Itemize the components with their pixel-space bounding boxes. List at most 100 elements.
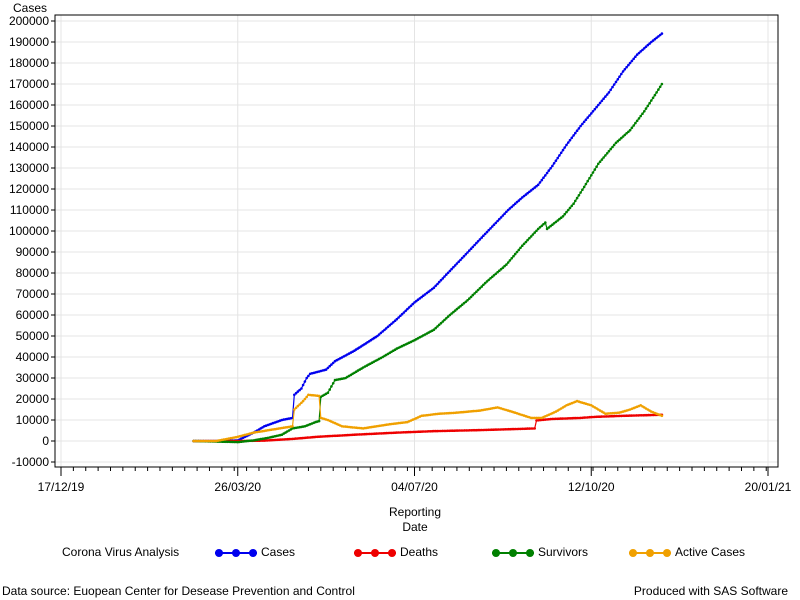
legend-label-deaths: Deaths bbox=[400, 545, 439, 559]
point-cases bbox=[381, 330, 385, 333]
point-active-cases bbox=[533, 416, 536, 420]
point-survivors bbox=[453, 309, 457, 312]
point-cases bbox=[432, 286, 436, 290]
point-survivors bbox=[614, 141, 618, 145]
point-cases bbox=[554, 159, 558, 162]
point-cases bbox=[466, 251, 469, 254]
legend-marker-cases bbox=[215, 548, 257, 558]
point-cases bbox=[526, 191, 529, 195]
point-survivors bbox=[434, 326, 438, 330]
point-survivors bbox=[593, 168, 597, 171]
point-cases bbox=[499, 216, 503, 219]
y-tick-label: 170000 bbox=[9, 77, 49, 91]
point-survivors bbox=[650, 99, 653, 102]
y-tick-label: 20000 bbox=[16, 392, 50, 406]
point-survivors bbox=[533, 231, 536, 234]
point-cases bbox=[476, 240, 480, 243]
point-survivors bbox=[630, 126, 634, 130]
point-cases bbox=[422, 294, 425, 298]
legend-label-survivors: Survivors bbox=[538, 545, 589, 559]
point-cases bbox=[489, 227, 492, 230]
point-cases bbox=[627, 63, 630, 67]
point-cases bbox=[483, 232, 487, 236]
point-survivors bbox=[501, 266, 505, 270]
point-survivors bbox=[436, 325, 439, 328]
point-survivors bbox=[651, 96, 655, 100]
legend-marker-active-cases bbox=[629, 548, 671, 558]
point-survivors bbox=[513, 252, 517, 256]
point-survivors bbox=[597, 162, 600, 166]
point-cases bbox=[620, 72, 623, 76]
point-survivors bbox=[519, 246, 522, 250]
point-cases bbox=[616, 78, 620, 81]
point-cases bbox=[590, 112, 593, 115]
point-survivors bbox=[529, 235, 533, 238]
point-survivors bbox=[605, 152, 609, 155]
point-cases bbox=[501, 214, 505, 217]
point-cases bbox=[630, 59, 634, 63]
point-survivors bbox=[492, 274, 496, 277]
point-cases bbox=[635, 53, 639, 56]
point-cases bbox=[558, 154, 561, 157]
point-cases bbox=[450, 267, 453, 271]
point-survivors bbox=[473, 292, 476, 295]
y-axis: -10000 0 10000 20000 30000 40000 50000 60000 700… bbox=[9, 14, 55, 469]
x-tick-label: 04/07/20 bbox=[391, 480, 438, 494]
point-cases bbox=[559, 151, 563, 155]
point-survivors bbox=[455, 307, 459, 311]
point-survivors bbox=[441, 320, 445, 323]
point-survivors bbox=[575, 196, 579, 200]
point-cases bbox=[577, 127, 581, 130]
point-cases bbox=[397, 316, 400, 319]
chart-series-group bbox=[192, 32, 664, 444]
point-cases bbox=[574, 131, 577, 135]
legend-label-active-cases: Active Cases bbox=[675, 545, 746, 559]
point-cases bbox=[446, 271, 450, 275]
point-survivors bbox=[535, 229, 538, 233]
point-active-cases bbox=[303, 397, 307, 401]
point-cases bbox=[473, 243, 476, 247]
point-cases bbox=[384, 327, 388, 330]
point-survivors bbox=[660, 82, 664, 86]
point-survivors bbox=[521, 244, 524, 247]
point-survivors bbox=[658, 85, 662, 89]
point-survivors bbox=[563, 212, 566, 216]
point-cases bbox=[584, 118, 588, 121]
point-survivors bbox=[531, 233, 535, 236]
point-cases bbox=[521, 196, 524, 199]
point-cases bbox=[293, 393, 296, 397]
point-cases bbox=[644, 45, 648, 48]
point-survivors bbox=[506, 261, 510, 264]
point-cases bbox=[513, 202, 517, 205]
point-survivors bbox=[549, 224, 552, 228]
point-survivors bbox=[469, 295, 473, 299]
point-deaths bbox=[526, 427, 529, 430]
point-survivors bbox=[618, 138, 621, 141]
software-credit-footnote: Produced with SAS Software bbox=[633, 584, 788, 598]
point-survivors bbox=[657, 88, 660, 91]
point-cases bbox=[498, 217, 501, 221]
y-tick-label: 70000 bbox=[16, 287, 50, 301]
point-cases bbox=[628, 61, 632, 65]
point-cases bbox=[423, 293, 427, 296]
y-tick-label: 120000 bbox=[9, 182, 49, 196]
point-survivors bbox=[526, 238, 529, 242]
point-survivors bbox=[510, 257, 513, 260]
point-survivors bbox=[505, 263, 508, 266]
point-active-cases bbox=[531, 416, 535, 420]
point-cases bbox=[441, 277, 445, 280]
y-tick-label: 190000 bbox=[9, 35, 49, 49]
point-survivors bbox=[579, 191, 582, 194]
y-tick-label: 160000 bbox=[9, 98, 49, 112]
point-cases bbox=[301, 383, 305, 387]
point-survivors bbox=[646, 104, 650, 108]
point-survivors bbox=[600, 158, 604, 161]
point-survivors bbox=[503, 264, 506, 268]
point-survivors bbox=[515, 250, 519, 254]
point-cases bbox=[604, 95, 607, 98]
point-survivors bbox=[570, 204, 574, 208]
point-survivors bbox=[567, 208, 570, 212]
point-cases bbox=[533, 186, 536, 189]
point-cases bbox=[572, 134, 575, 137]
point-survivors bbox=[528, 236, 531, 240]
